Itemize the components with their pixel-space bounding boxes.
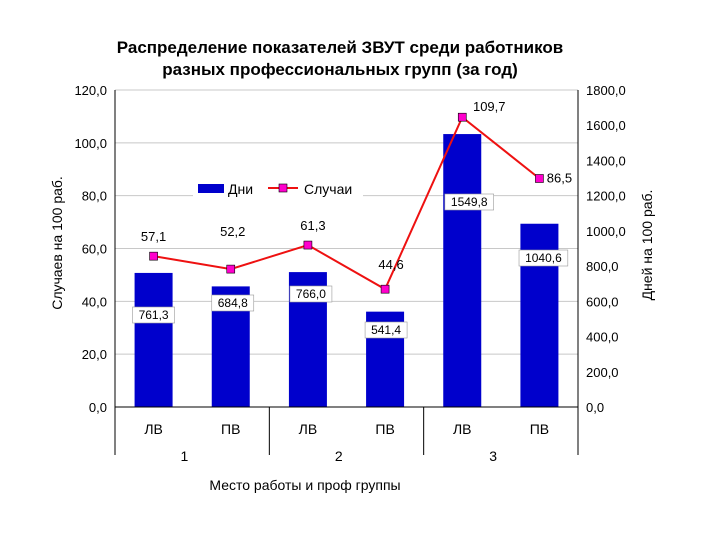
cases-line xyxy=(153,115,541,291)
legend-swatch-cases-marker xyxy=(278,183,288,193)
y-right-tick-label: 1400,0 xyxy=(586,153,626,168)
bar-series xyxy=(134,134,559,408)
bar-value-label: 1549,8 xyxy=(451,195,488,209)
legend-swatch-days xyxy=(198,184,224,193)
category-label: ПВ xyxy=(530,421,549,437)
y-right-tick-label: 1000,0 xyxy=(586,224,626,239)
bar-value-label: 1040,6 xyxy=(525,251,562,265)
y-left-tick-label: 80,0 xyxy=(82,189,107,204)
y-right-tick-label: 0,0 xyxy=(586,400,604,415)
bar-value-label-box xyxy=(132,306,175,324)
y-left-tick-label: 100,0 xyxy=(74,136,107,151)
y-right-tick-label: 1600,0 xyxy=(586,118,626,133)
y-right-tick-label: 800,0 xyxy=(586,259,619,274)
bar xyxy=(443,134,482,408)
group-label: 2 xyxy=(335,448,343,464)
y-left-tick-label: 0,0 xyxy=(89,400,107,415)
y-left-tick-label: 120,0 xyxy=(74,83,107,98)
line-series xyxy=(149,112,544,294)
bar-value-label-box xyxy=(289,285,333,303)
y-right-tick-label: 400,0 xyxy=(586,330,619,345)
bar-value-label: 761,3 xyxy=(139,308,169,322)
cases-marker xyxy=(303,240,313,250)
bar-value-label: 766,0 xyxy=(296,287,326,301)
y-right-tick-label: 1800,0 xyxy=(586,83,626,98)
bar-value-label-box xyxy=(518,249,569,267)
y-left-tick-label: 20,0 xyxy=(82,347,107,362)
group-label: 3 xyxy=(489,448,497,464)
tick-labels: 0,0 20,0 40,0 60,0 80,0 100,0 120,0 0,0 200,0 400… xyxy=(74,83,625,464)
cases-marker xyxy=(149,251,158,261)
category-label: ПВ xyxy=(221,421,240,437)
line-value-label: 86,5 xyxy=(547,170,572,185)
category-label: ПВ xyxy=(375,421,394,437)
bar xyxy=(134,272,173,407)
category-label: ЛВ xyxy=(453,421,472,437)
legend-label-cases: Случаи xyxy=(304,181,352,197)
line-value-label: 57,1 xyxy=(141,229,166,244)
cases-marker xyxy=(380,284,390,294)
cases-marker xyxy=(457,112,467,122)
legend: Дни Случаи xyxy=(193,179,363,200)
axes xyxy=(114,90,579,455)
bar-value-label-box xyxy=(444,193,494,211)
bar-value-label-box xyxy=(364,321,408,339)
legend-box xyxy=(193,179,363,200)
line-value-label: 109,7 xyxy=(473,99,506,114)
data-labels: 761,3 684,8 766,0 541,4 1549,8 1040,6 57,1 52,2… xyxy=(132,99,572,339)
line-value-label: 44,6 xyxy=(378,257,403,272)
x-axis-title: Место работы и проф группы xyxy=(209,477,400,493)
legend-label-days: Дни xyxy=(228,181,253,197)
y-left-tick-label: 40,0 xyxy=(82,294,107,309)
y-right-tick-label: 200,0 xyxy=(586,365,619,380)
line-value-label: 52,2 xyxy=(220,224,245,239)
category-label: ЛВ xyxy=(299,421,318,437)
y-right-tick-label: 1200,0 xyxy=(586,189,626,204)
y-right-axis-title: Дней на 100 раб. xyxy=(639,190,655,301)
category-label: ЛВ xyxy=(144,421,163,437)
y-left-axis-title: Случаев на 100 раб. xyxy=(49,176,65,310)
cases-marker xyxy=(535,174,544,183)
cases-marker xyxy=(226,264,236,274)
line-value-label: 61,3 xyxy=(300,218,325,233)
y-right-tick-label: 600,0 xyxy=(586,294,619,309)
bar-value-label: 541,4 xyxy=(371,323,401,337)
y-left-tick-label: 60,0 xyxy=(82,242,107,257)
chart-title-line-2: разных профессиональных групп (за год) xyxy=(162,60,518,79)
bar-value-label: 684,8 xyxy=(218,296,248,310)
gridlines xyxy=(115,89,578,355)
bar-value-label-box xyxy=(211,294,255,312)
group-label: 1 xyxy=(181,448,189,464)
chart-title-line-1: Распределение показателей ЗВУТ среди раб… xyxy=(117,38,563,57)
